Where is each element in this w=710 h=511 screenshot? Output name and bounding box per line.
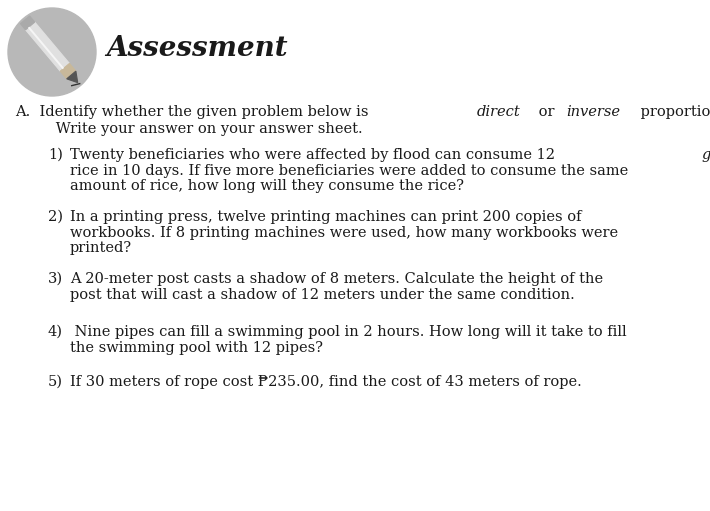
Text: Twenty beneficiaries who were affected by flood can consume 12: Twenty beneficiaries who were affected b… bbox=[70, 148, 559, 162]
Text: or: or bbox=[533, 105, 559, 119]
Text: 3): 3) bbox=[48, 272, 63, 286]
Text: post that will cast a shadow of 12 meters under the same condition.: post that will cast a shadow of 12 meter… bbox=[70, 288, 575, 301]
Text: A.  Identify whether the given problem below is: A. Identify whether the given problem be… bbox=[15, 105, 373, 119]
Text: Nine pipes can fill a swimming pool in 2 hours. How long will it take to fill: Nine pipes can fill a swimming pool in 2… bbox=[70, 325, 627, 339]
Text: A 20-meter post casts a shadow of 8 meters. Calculate the height of the: A 20-meter post casts a shadow of 8 mete… bbox=[70, 272, 603, 286]
Text: gantas: gantas bbox=[701, 148, 710, 162]
Text: inverse: inverse bbox=[566, 105, 620, 119]
Text: 5): 5) bbox=[48, 375, 63, 389]
Text: proportion.: proportion. bbox=[635, 105, 710, 119]
Text: Assessment: Assessment bbox=[106, 35, 288, 61]
Polygon shape bbox=[60, 63, 76, 79]
Polygon shape bbox=[67, 71, 77, 83]
Polygon shape bbox=[26, 22, 70, 71]
Text: 4): 4) bbox=[48, 325, 63, 339]
Polygon shape bbox=[21, 16, 35, 30]
Text: the swimming pool with 12 pipes?: the swimming pool with 12 pipes? bbox=[70, 340, 323, 355]
Text: In a printing press, twelve printing machines can print 200 copies of: In a printing press, twelve printing mac… bbox=[70, 210, 581, 224]
Circle shape bbox=[8, 8, 96, 96]
Text: amount of rice, how long will they consume the rice?: amount of rice, how long will they consu… bbox=[70, 179, 464, 193]
Text: Write your answer on your answer sheet.: Write your answer on your answer sheet. bbox=[28, 122, 363, 135]
Text: printed?: printed? bbox=[70, 241, 132, 255]
Text: rice in 10 days. If five more beneficiaries were added to consume the same: rice in 10 days. If five more beneficiar… bbox=[70, 164, 628, 177]
Text: 1): 1) bbox=[48, 148, 63, 162]
Text: direct: direct bbox=[477, 105, 521, 119]
Text: workbooks. If 8 printing machines were used, how many workbooks were: workbooks. If 8 printing machines were u… bbox=[70, 225, 618, 240]
Polygon shape bbox=[28, 27, 64, 69]
Text: If 30 meters of rope cost ₱235.00, find the cost of 43 meters of rope.: If 30 meters of rope cost ₱235.00, find … bbox=[70, 375, 581, 389]
Text: 2): 2) bbox=[48, 210, 63, 224]
